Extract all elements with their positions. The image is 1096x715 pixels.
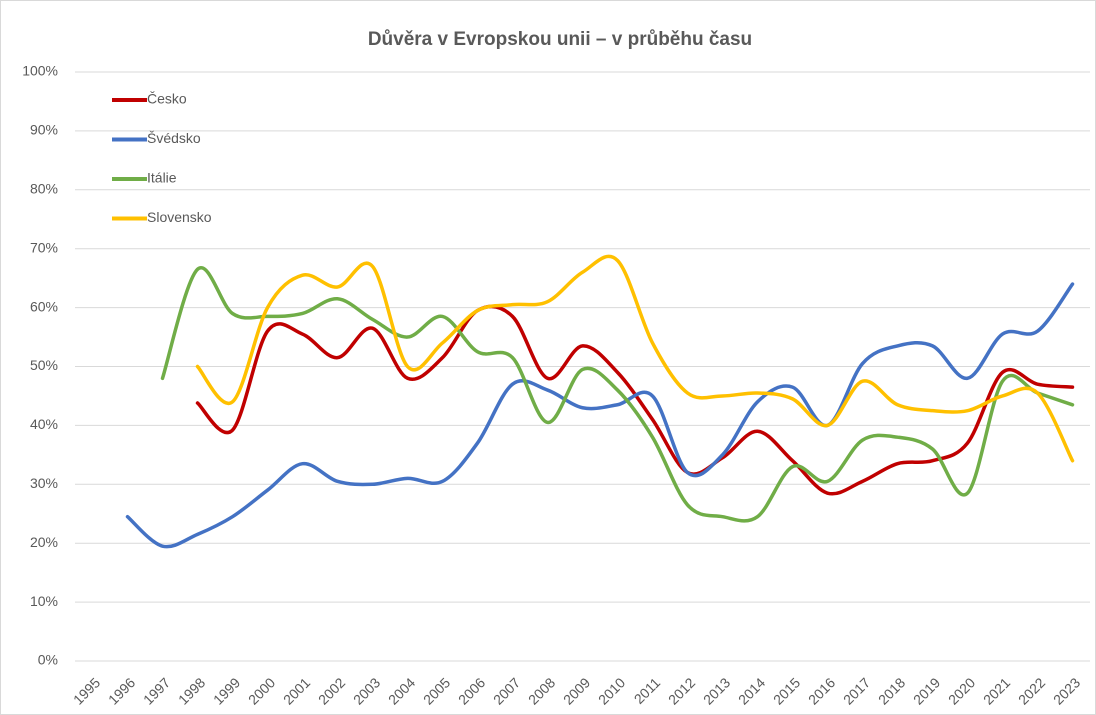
- line-series: [195, 254, 1075, 463]
- y-tick-label: 60%: [30, 298, 58, 314]
- legend-label: Švédsko: [147, 130, 201, 146]
- y-tick-label: 0%: [38, 652, 58, 668]
- line-series: [195, 304, 1075, 496]
- y-tick-label: 80%: [30, 181, 58, 197]
- line-series: [125, 282, 1075, 549]
- y-tick-label: 30%: [30, 475, 58, 491]
- line-series: [160, 265, 1075, 523]
- chart-title: Důvěra v Evropskou unii – v průběhu času: [368, 29, 752, 50]
- legend-label: Česko: [147, 91, 187, 107]
- y-tick-label: 10%: [30, 593, 58, 609]
- y-tick-label: 40%: [30, 416, 58, 432]
- legend-label: Itálie: [147, 170, 177, 186]
- y-tick-label: 100%: [22, 63, 58, 79]
- y-tick-label: 70%: [30, 239, 58, 255]
- y-tick-label: 20%: [30, 534, 58, 550]
- y-tick-label: 90%: [30, 122, 58, 138]
- y-tick-label: 50%: [30, 357, 58, 373]
- legend-label: Slovensko: [147, 209, 212, 225]
